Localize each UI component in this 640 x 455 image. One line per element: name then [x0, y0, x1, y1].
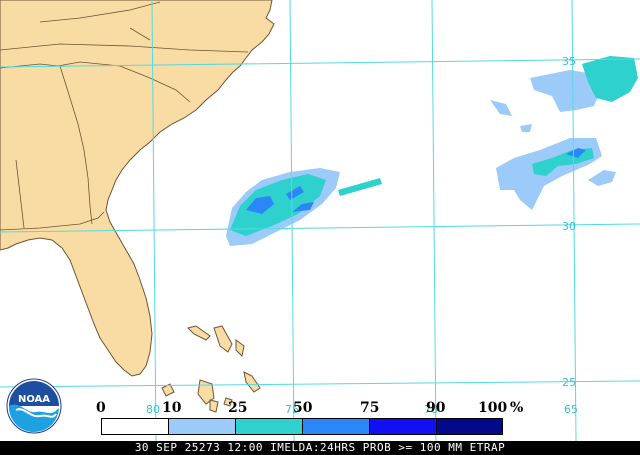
- noaa-logo-text: NOAA: [18, 394, 50, 405]
- noaa-logo-icon: NOAA: [6, 378, 62, 434]
- prob-area-10-east-e: [520, 124, 532, 132]
- legend-tick-75: 75: [360, 400, 380, 416]
- prob-area-50-central-c: [292, 202, 314, 212]
- state-borders: [0, 1, 249, 231]
- legend-tick-50: 50: [293, 400, 313, 416]
- prob-area-25-streak: [338, 178, 382, 196]
- status-bar: 30 SEP 25273 12:00 IMELDA:24HRS PROB >= …: [0, 441, 640, 455]
- prob-area-10-east-d: [490, 100, 512, 116]
- prob-area-50-east-b: [566, 148, 586, 158]
- lon-label-80: 80: [146, 403, 160, 416]
- islands: [161, 146, 576, 413]
- lat-lon-grid: [0, 0, 640, 442]
- lon-label-70: 70: [424, 403, 438, 416]
- prob-area-50-central-a: [246, 196, 274, 214]
- legend-tick-10: 10: [162, 400, 182, 416]
- legend-box-75-90: [369, 418, 436, 435]
- prob-area-10-east-a: [530, 70, 600, 112]
- lat-label-25: 25: [562, 376, 576, 389]
- legend-tick-25: 25: [228, 400, 248, 416]
- prob-area-25-east-a: [582, 56, 638, 102]
- legend-box-25-50: [235, 418, 302, 435]
- probability-shading: [226, 56, 638, 246]
- legend-box-90-100: [436, 418, 503, 435]
- prob-area-10-east-c: [588, 170, 616, 186]
- lat-label-30: 30: [562, 220, 576, 233]
- legend-tick-90: 90: [426, 400, 446, 416]
- legend-tick-0: 0: [96, 400, 106, 416]
- legend-box-10-25: [168, 418, 235, 435]
- lon-label-75: 75: [285, 403, 299, 416]
- prob-area-50-central-b: [286, 186, 304, 200]
- legend-unit: %: [510, 400, 524, 416]
- lat-label-35: 35: [562, 55, 576, 68]
- legend-tick-100: 100: [478, 400, 508, 416]
- legend-box-50-75: [302, 418, 369, 435]
- legend-box-0-10: [101, 418, 168, 435]
- lon-label-65: 65: [564, 403, 578, 416]
